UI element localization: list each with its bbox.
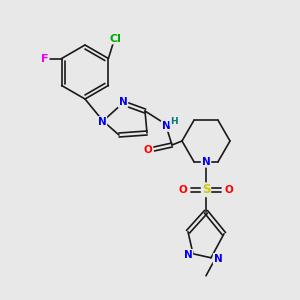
Text: N: N <box>162 121 170 131</box>
Text: N: N <box>202 157 210 167</box>
Text: O: O <box>225 185 233 195</box>
Text: N: N <box>214 254 222 264</box>
Text: N: N <box>118 97 127 107</box>
Text: O: O <box>144 145 152 155</box>
Text: Cl: Cl <box>110 34 121 44</box>
Text: H: H <box>170 116 178 125</box>
Text: N: N <box>98 117 106 127</box>
Text: N: N <box>184 250 192 260</box>
Text: O: O <box>178 185 188 195</box>
Text: S: S <box>202 183 210 196</box>
Text: F: F <box>41 53 48 64</box>
